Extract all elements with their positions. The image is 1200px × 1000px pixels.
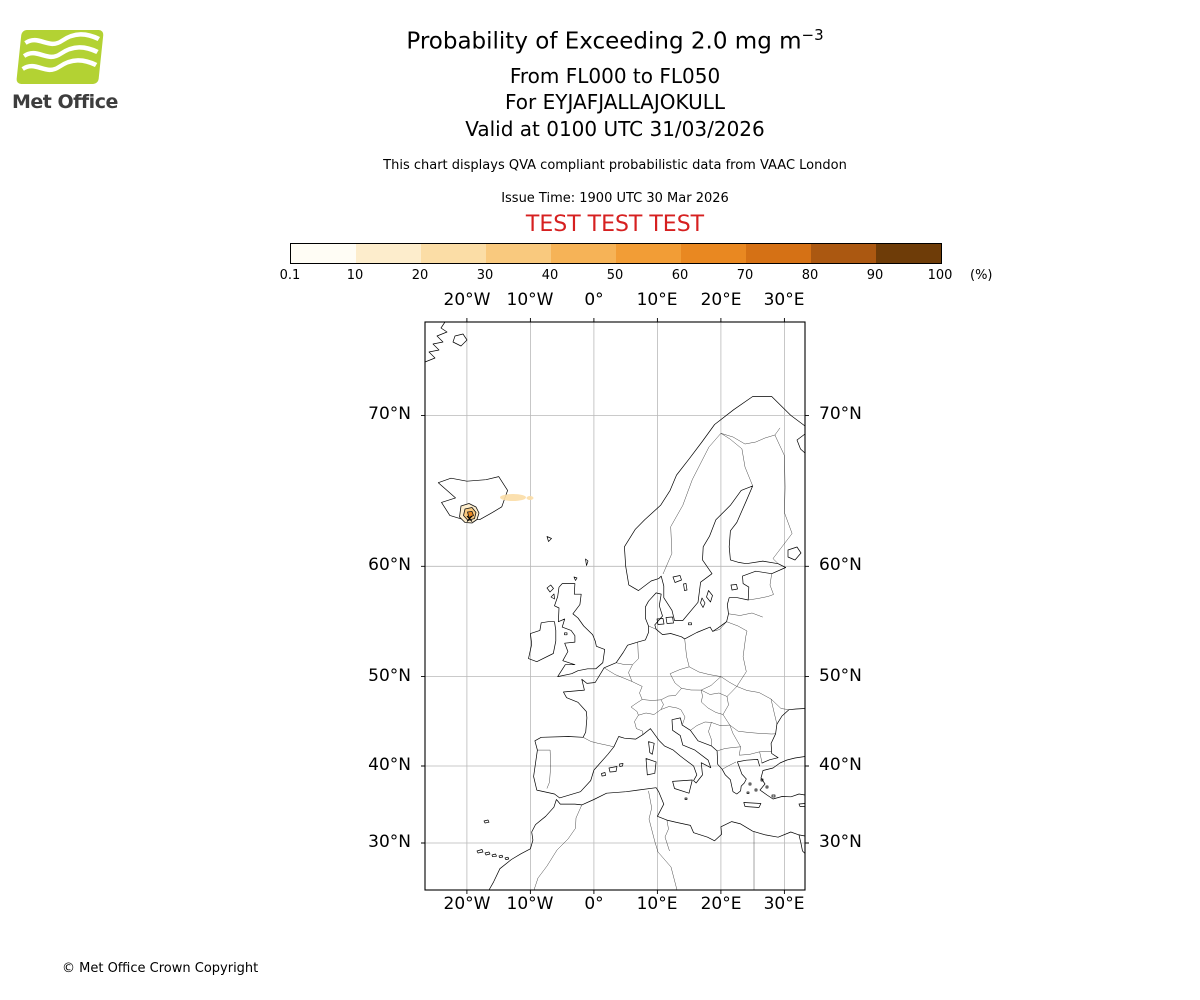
lon-tick-label: 30°E xyxy=(763,894,805,914)
colorbar-tick-label: 50 xyxy=(606,268,624,283)
lat-tick-label: 50°N xyxy=(819,666,862,686)
graticule-gridlines xyxy=(425,322,805,890)
colorbar-segment xyxy=(876,244,941,263)
europe-map xyxy=(421,318,809,894)
probability-colorbar xyxy=(290,243,942,264)
lat-tick-label: 40°N xyxy=(819,755,862,775)
lat-tick-label: 70°N xyxy=(368,404,411,424)
lon-tick-label: 10°W xyxy=(506,290,554,310)
country-borders xyxy=(533,427,793,891)
ash-probability-contours xyxy=(459,494,534,524)
europe-coast xyxy=(533,396,806,799)
met-office-logo-text: Met Office xyxy=(12,91,118,113)
colorbar-segment xyxy=(291,244,356,263)
lon-tick-label: 10°E xyxy=(636,894,678,914)
lat-tick-label: 40°N xyxy=(368,755,411,775)
colorbar-unit: (%) xyxy=(970,268,993,283)
north-africa-coast xyxy=(488,787,806,891)
volcano-marker xyxy=(466,515,473,522)
iceland-coast xyxy=(437,476,508,521)
great-britain-coast xyxy=(554,583,606,677)
colorbar-segment xyxy=(551,244,616,263)
page-title-text: Probability of Exceeding 2.0 mg m xyxy=(406,28,802,55)
colorbar-segment xyxy=(746,244,811,263)
lat-tick-label: 30°N xyxy=(368,832,411,852)
anatolia-coast xyxy=(759,756,806,800)
colorbar-tick-label: 70 xyxy=(736,268,754,283)
issue-time: Issue Time: 1900 UTC 30 Mar 2026 xyxy=(501,191,729,206)
coastlines xyxy=(424,321,806,891)
colorbar-tick-label: 40 xyxy=(541,268,559,283)
lat-tick-label: 70°N xyxy=(819,404,862,424)
lon-tick-label: 0° xyxy=(584,894,604,914)
lon-tick-label: 20°E xyxy=(700,894,742,914)
lat-tick-label: 60°N xyxy=(819,555,862,575)
colorbar-segment xyxy=(356,244,421,263)
copyright-notice: © Met Office Crown Copyright xyxy=(62,961,259,976)
lon-tick-label: 30°E xyxy=(763,290,805,310)
colorbar-tick-label: 90 xyxy=(866,268,884,283)
axis-ticks xyxy=(421,318,809,894)
colorbar-segment xyxy=(811,244,876,263)
greenland-coast xyxy=(424,321,448,363)
lon-tick-label: 20°E xyxy=(700,290,742,310)
page-title: Probability of Exceeding 2.0 mg m−3 xyxy=(30,26,1200,55)
map-frame xyxy=(424,321,806,891)
colorbar-segment xyxy=(421,244,486,263)
colorbar-segment xyxy=(681,244,746,263)
ireland-coast xyxy=(528,621,557,663)
colorbar-tick-label: 20 xyxy=(411,268,429,283)
lon-tick-label: 20°W xyxy=(443,894,491,914)
lat-tick-label: 30°N xyxy=(819,832,862,852)
lat-tick-label: 60°N xyxy=(368,555,411,575)
lat-tick-label: 50°N xyxy=(368,666,411,686)
lon-tick-label: 10°W xyxy=(506,894,554,914)
colorbar-tick-label: 0.1 xyxy=(279,268,301,283)
colorbar-tick-label: 100 xyxy=(927,268,953,283)
black-sea-coast xyxy=(761,708,806,764)
met-office-logo: Met Office xyxy=(12,28,122,113)
qva-description: This chart displays QVA compliant probab… xyxy=(383,158,847,173)
colorbar-tick-label: 80 xyxy=(801,268,819,283)
flight-level-range: From FL000 to FL050 xyxy=(509,64,721,88)
lon-tick-label: 10°E xyxy=(636,290,678,310)
lon-tick-label: 0° xyxy=(584,290,604,310)
volcano-name: For EYJAFJALLAJOKULL xyxy=(505,90,725,114)
colorbar-segment xyxy=(616,244,681,263)
test-banner: TEST TEST TEST xyxy=(525,212,705,237)
colorbar-tick-label: 30 xyxy=(476,268,494,283)
valid-time: Valid at 0100 UTC 31/03/2026 xyxy=(465,117,765,141)
colorbar-segment xyxy=(486,244,551,263)
colorbar-tick-label: 10 xyxy=(346,268,364,283)
page-title-exponent: −3 xyxy=(801,26,824,44)
met-office-logo-graphic xyxy=(16,30,104,84)
colorbar-tick-label: 60 xyxy=(671,268,689,283)
lon-tick-label: 20°W xyxy=(443,290,491,310)
